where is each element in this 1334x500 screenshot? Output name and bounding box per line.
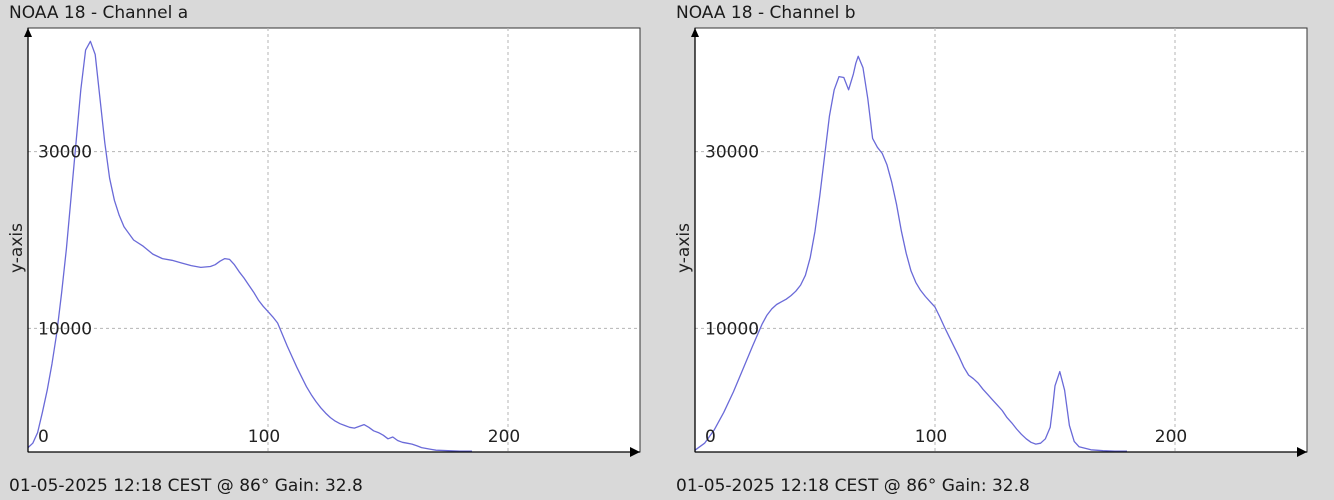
- y-tick-label: 30000: [705, 143, 759, 163]
- chart-panel-channel-b: NOAA 18 - Channel b 0 100 200 10000 30000 y-a…: [667, 0, 1327, 500]
- x-tick-label: 200: [488, 427, 520, 447]
- chart-title: NOAA 18 - Channel b: [676, 3, 856, 23]
- y-axis-arrow: [691, 28, 699, 37]
- x-tick-label: 100: [915, 427, 947, 447]
- chart-footer: 01-05-2025 12:18 CEST @ 86° Gain: 32.8: [676, 476, 1030, 496]
- line-chart: 0 100 200 10000 30000 y-axis: [674, 27, 1308, 457]
- series-line: [27, 40, 472, 452]
- x-tick-label: 0: [705, 427, 716, 447]
- plot-area: [27, 27, 641, 453]
- x-tick-label: 200: [1155, 427, 1187, 447]
- chart-panel-channel-a: NOAA 18 - Channel a 0 100 200 10000 30000 y-a…: [0, 0, 660, 500]
- y-tick-label: 10000: [705, 319, 759, 339]
- y-axis-label: y-axis: [674, 223, 694, 273]
- y-tick-label: 10000: [38, 319, 92, 339]
- x-axis-arrow: [630, 447, 640, 457]
- x-tick-label: 0: [38, 427, 49, 447]
- x-tick-label: 100: [248, 427, 280, 447]
- series-line: [694, 55, 1127, 452]
- x-axis-arrow: [1297, 447, 1307, 457]
- y-tick-label: 30000: [38, 143, 92, 163]
- line-chart: 0 100 200 10000 30000 y-axis: [7, 27, 641, 457]
- chart-footer: 01-05-2025 12:18 CEST @ 86° Gain: 32.8: [9, 476, 363, 496]
- y-axis-arrow: [24, 28, 32, 37]
- y-axis-label: y-axis: [7, 223, 27, 273]
- chart-title: NOAA 18 - Channel a: [9, 3, 189, 23]
- plot-area: [694, 27, 1308, 453]
